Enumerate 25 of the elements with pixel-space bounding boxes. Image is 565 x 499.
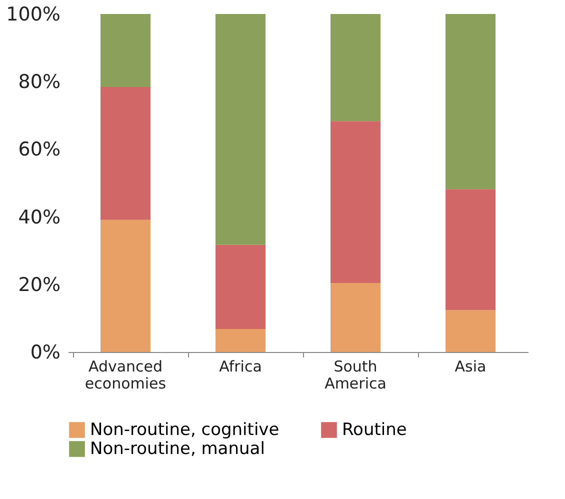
bar	[330, 121, 380, 284]
legend-label: Routine	[342, 420, 407, 440]
y-tick-label: 0%	[30, 342, 60, 364]
y-tick-label: 80%	[18, 71, 60, 94]
y-tick-label: 20%	[18, 274, 60, 296]
bar	[446, 14, 496, 190]
bar	[330, 283, 380, 352]
legend-label: Non-routine, manual	[90, 439, 265, 459]
bar	[100, 87, 150, 220]
bar	[216, 14, 266, 245]
bar	[216, 244, 266, 330]
x-tick-label: South America	[324, 358, 386, 392]
bar	[100, 220, 150, 352]
y-tick-label: 60%	[18, 138, 60, 161]
x-tick-label: Asia	[454, 358, 486, 376]
y-tick-label: 100%	[6, 4, 60, 26]
bar	[446, 189, 496, 310]
x-tick-label: Advanced economies	[84, 358, 166, 392]
bar	[100, 14, 150, 88]
bar	[216, 329, 266, 352]
y-tick-label: 40%	[18, 206, 60, 228]
bar	[330, 14, 380, 122]
bar	[446, 310, 496, 352]
legend-label: Non-routine, cognitive	[90, 420, 280, 440]
x-tick-label: Africa	[219, 358, 262, 376]
